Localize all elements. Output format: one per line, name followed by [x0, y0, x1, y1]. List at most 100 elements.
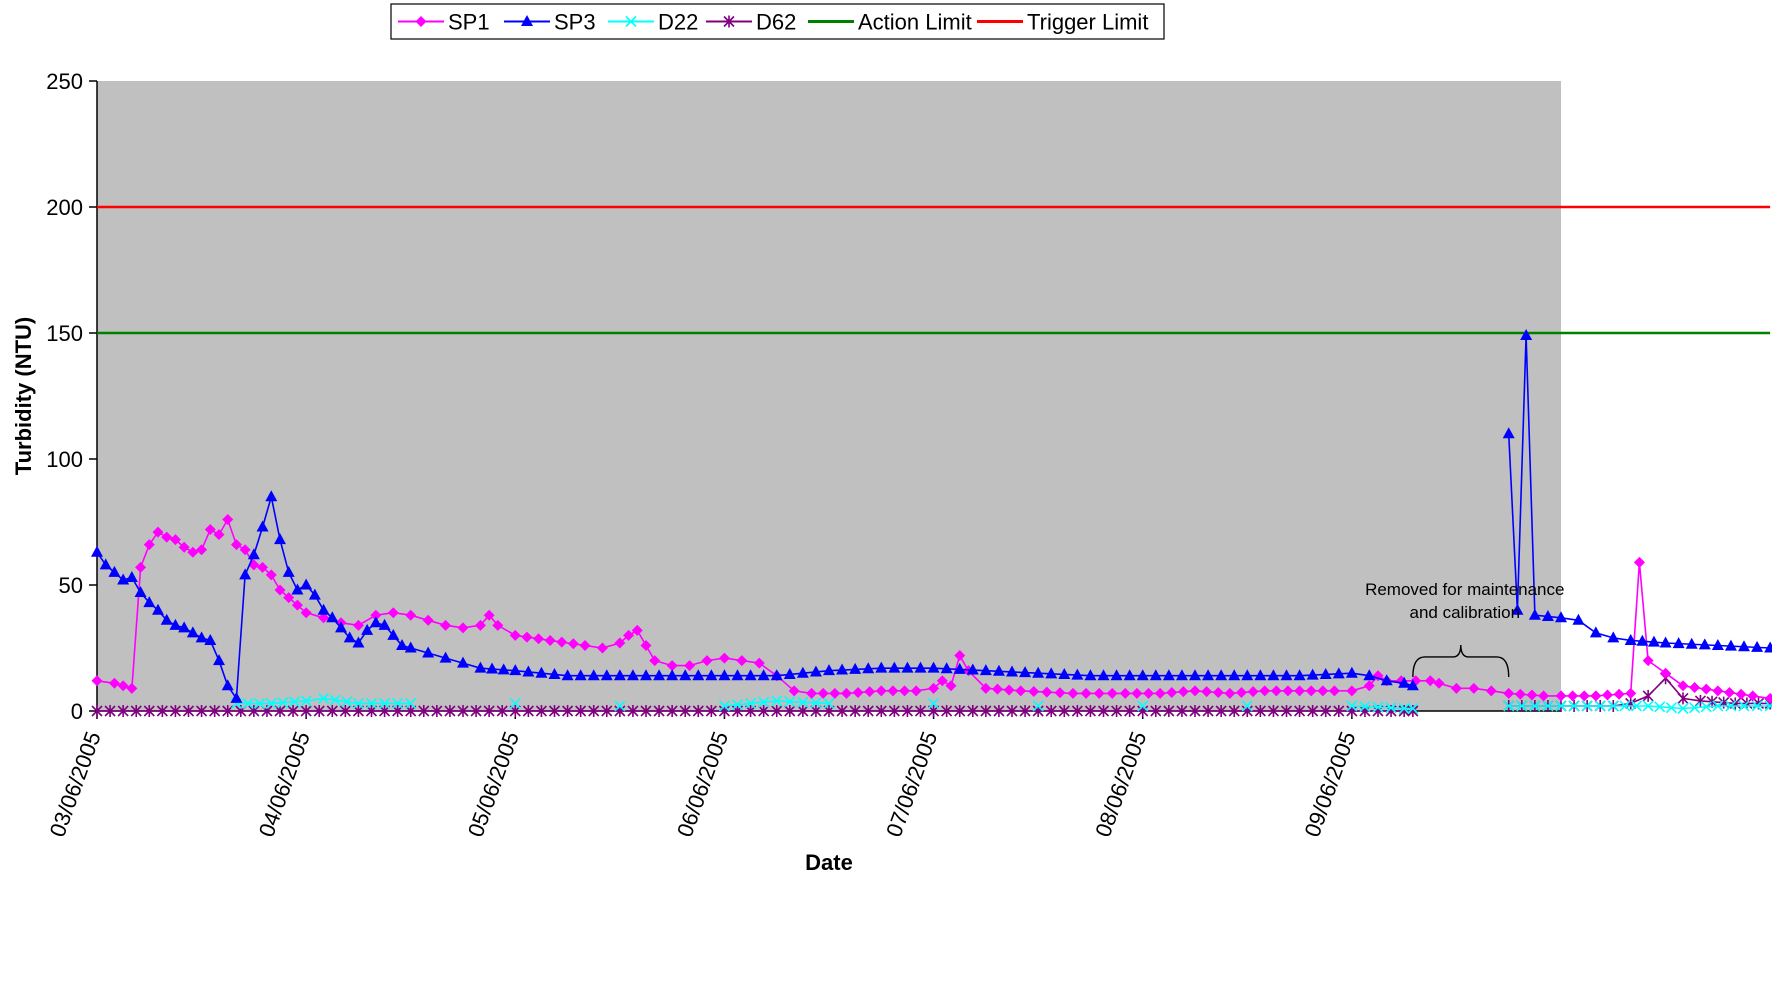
data-point-sp3 [1293, 669, 1306, 681]
data-point-sp1 [945, 680, 957, 692]
data-point-d62 [548, 705, 561, 717]
data-point-sp1 [1538, 690, 1550, 702]
data-point-d62 [1071, 705, 1083, 717]
data-point-sp3 [1319, 667, 1332, 679]
data-point-sp1 [887, 685, 899, 697]
data-point-sp1 [91, 675, 103, 687]
data-point-sp3 [186, 626, 199, 638]
data-point-sp3 [317, 603, 330, 615]
data-point-d62 [313, 705, 325, 717]
data-point-d22 [731, 699, 744, 711]
data-point-d62 [1163, 705, 1175, 717]
data-point-sp1 [1712, 685, 1724, 697]
data-point-d62 [1045, 705, 1057, 717]
data-point-sp3 [1555, 611, 1567, 623]
data-point-sp1 [1282, 685, 1294, 697]
data-point-d62 [222, 705, 234, 717]
data-point-d62 [875, 705, 887, 717]
data-point-sp3 [823, 664, 835, 676]
data-point-d22 [1359, 701, 1371, 713]
data-point-sp1 [864, 686, 876, 698]
data-point-sp3 [404, 641, 417, 653]
data-point-d62 [496, 705, 508, 717]
data-point-sp1 [533, 633, 545, 645]
data-point-sp1 [1093, 687, 1105, 699]
data-point-d22 [1725, 700, 1737, 712]
data-point-d22 [1751, 700, 1763, 712]
data-point-d62 [1111, 705, 1123, 717]
data-point-sp1 [1346, 685, 1358, 697]
data-point-sp3 [326, 611, 339, 623]
data-point-d22 [784, 695, 796, 708]
data-point-sp1 [736, 655, 748, 667]
data-point-sp1 [1578, 690, 1590, 702]
data-point-sp3 [1019, 666, 1032, 678]
data-point-sp3 [369, 616, 382, 628]
data-point-d22 [810, 697, 822, 709]
data-point-d62 [483, 705, 495, 717]
data-point-sp1 [1526, 689, 1538, 701]
data-point-sp3 [1136, 669, 1149, 681]
data-point-d22 [329, 694, 341, 706]
data-point-sp3 [1241, 669, 1254, 681]
series-d62 [91, 672, 1772, 717]
data-point-sp3 [1698, 638, 1711, 650]
data-point-sp1 [596, 642, 608, 654]
data-point-sp1 [1328, 685, 1340, 697]
data-point-sp1 [405, 609, 417, 621]
data-point-sp1 [1294, 685, 1306, 697]
data-point-sp3 [99, 558, 112, 570]
data-point-d62 [1642, 689, 1654, 702]
data-point-sp3 [439, 651, 452, 663]
data-point-d22 [1764, 700, 1772, 712]
data-point-d62 [1677, 692, 1689, 705]
data-point-sp1 [840, 687, 852, 699]
data-point-sp3 [1589, 626, 1602, 638]
data-point-sp3 [836, 663, 849, 675]
data-point-d62 [588, 705, 600, 717]
data-point-d62 [640, 705, 652, 717]
data-point-sp1 [567, 638, 579, 650]
data-point-sp1 [1555, 690, 1567, 702]
data-point-d62 [196, 705, 208, 717]
data-point-sp3 [718, 669, 731, 681]
data-point-sp3 [1572, 613, 1585, 625]
data-point-sp3 [213, 654, 225, 666]
data-point-sp1 [1590, 690, 1602, 702]
legend-label: Action Limit [858, 10, 972, 35]
data-point-sp3 [809, 665, 822, 677]
data-point-d22 [254, 697, 266, 710]
data-point-sp3 [1520, 329, 1533, 341]
data-point-sp1 [928, 682, 940, 694]
data-point-d62 [914, 705, 927, 717]
data-point-sp3 [1636, 634, 1649, 646]
data-point-sp3 [692, 669, 705, 681]
data-point-sp1 [126, 682, 138, 694]
data-point-d22 [1642, 700, 1654, 712]
data-point-sp1 [701, 655, 713, 667]
data-point-d62 [692, 705, 704, 717]
data-point-sp3 [966, 663, 979, 675]
x-tick-label: 06/06/2005 [672, 728, 733, 840]
data-point-d22 [242, 697, 254, 710]
data-point-sp3 [1058, 667, 1071, 679]
legend-entry-sp3: SP3 [504, 10, 596, 35]
data-point-d22 [1630, 700, 1643, 712]
data-point-d22 [1654, 701, 1666, 713]
data-point-sp3 [1738, 640, 1750, 652]
data-point-sp1 [230, 539, 242, 551]
data-point-sp3 [1607, 631, 1620, 643]
data-point-d22 [745, 697, 757, 710]
data-point-sp3 [497, 663, 510, 675]
data-point-sp3 [247, 548, 260, 560]
data-point-sp1 [265, 569, 277, 581]
legend-entry-trigger-limit: Trigger Limit [977, 10, 1148, 35]
data-point-sp1 [579, 639, 591, 651]
data-point-sp3 [143, 596, 156, 608]
data-point-sp1 [1154, 687, 1166, 699]
data-point-sp1 [1054, 687, 1066, 699]
x-tick-label: 08/06/2005 [1090, 728, 1151, 840]
data-point-d62 [274, 705, 286, 717]
data-point-sp1 [1201, 686, 1213, 698]
data-point-sp3 [548, 667, 561, 679]
